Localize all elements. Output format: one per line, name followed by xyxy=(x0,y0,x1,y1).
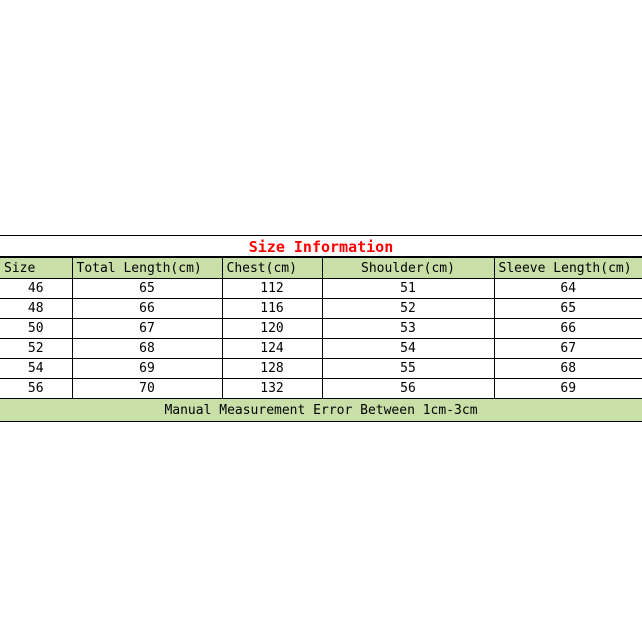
table-row: 46 65 112 51 64 xyxy=(0,278,642,299)
cell-chest: 132 xyxy=(221,378,323,399)
cell-size: 48 xyxy=(0,298,73,319)
column-header-shoulder: Shoulder(cm) xyxy=(321,257,495,279)
cell-size: 50 xyxy=(0,318,73,339)
table-row: 56 70 132 56 69 xyxy=(0,378,642,399)
column-header-size: Size xyxy=(0,257,73,279)
measurement-error-note: Manual Measurement Error Between 1cm-3cm xyxy=(0,398,642,422)
size-information-table-block: Size Information Size Total Length(cm) C… xyxy=(0,235,642,422)
cell-shoulder: 53 xyxy=(321,318,495,339)
table-footer-row: Manual Measurement Error Between 1cm-3cm xyxy=(0,398,642,422)
table-row: 52 68 124 54 67 xyxy=(0,338,642,359)
cell-size: 56 xyxy=(0,378,73,399)
cell-sleeve-length: 68 xyxy=(493,358,642,379)
cell-total-length: 65 xyxy=(71,278,223,299)
cell-chest: 124 xyxy=(221,338,323,359)
cell-total-length: 66 xyxy=(71,298,223,319)
column-header-chest: Chest(cm) xyxy=(221,257,323,279)
column-header-total-length: Total Length(cm) xyxy=(71,257,223,279)
cell-sleeve-length: 66 xyxy=(493,318,642,339)
cell-total-length: 70 xyxy=(71,378,223,399)
cell-shoulder: 51 xyxy=(321,278,495,299)
cell-chest: 112 xyxy=(221,278,323,299)
cell-chest: 128 xyxy=(221,358,323,379)
cell-total-length: 69 xyxy=(71,358,223,379)
table-row: 54 69 128 55 68 xyxy=(0,358,642,379)
cell-sleeve-length: 65 xyxy=(493,298,642,319)
page-title: Size Information xyxy=(248,238,394,256)
cell-size: 52 xyxy=(0,338,73,359)
table-top-rule xyxy=(0,235,642,236)
table-header-row: Size Total Length(cm) Chest(cm) Shoulder… xyxy=(0,257,642,279)
cell-sleeve-length: 67 xyxy=(493,338,642,359)
cell-size: 54 xyxy=(0,358,73,379)
cell-shoulder: 55 xyxy=(321,358,495,379)
cell-shoulder: 56 xyxy=(321,378,495,399)
column-header-sleeve-length: Sleeve Length(cm) xyxy=(493,257,642,279)
cell-chest: 120 xyxy=(221,318,323,339)
table-row: 50 67 120 53 66 xyxy=(0,318,642,339)
size-chart-table: Size Total Length(cm) Chest(cm) Shoulder… xyxy=(0,257,642,422)
table-row: 48 66 116 52 65 xyxy=(0,298,642,319)
cell-size: 46 xyxy=(0,278,73,299)
cell-total-length: 68 xyxy=(71,338,223,359)
cell-sleeve-length: 64 xyxy=(493,278,642,299)
size-information-title-band: Size Information xyxy=(0,236,642,257)
cell-total-length: 67 xyxy=(71,318,223,339)
cell-chest: 116 xyxy=(221,298,323,319)
cell-shoulder: 52 xyxy=(321,298,495,319)
cell-shoulder: 54 xyxy=(321,338,495,359)
cell-sleeve-length: 69 xyxy=(493,378,642,399)
